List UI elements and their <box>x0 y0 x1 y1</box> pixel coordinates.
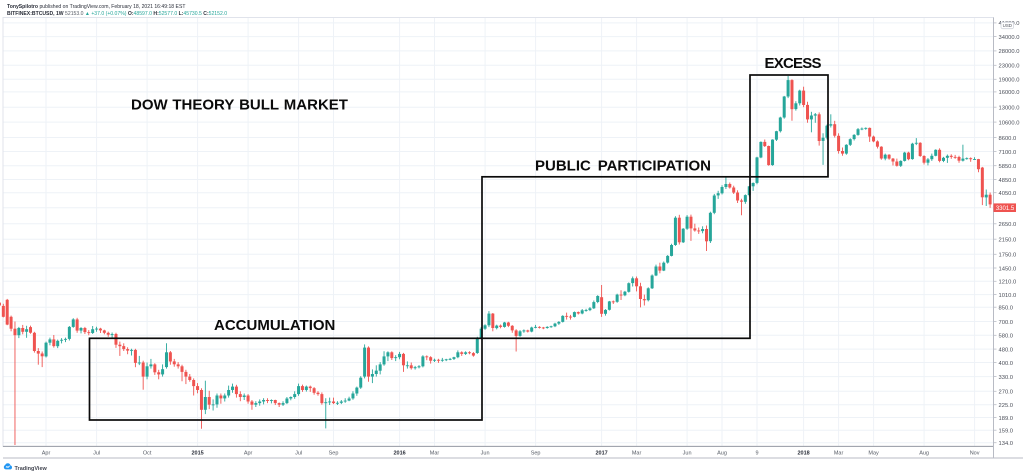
svg-text:BITFINEX:BTCUSD, 1W 52153.0 ▲: BITFINEX:BTCUSD, 1W 52153.0 ▲ +37.0 (+0.… <box>7 11 227 17</box>
svg-text:270.0: 270.0 <box>999 390 1014 396</box>
svg-text:BULL: BULL <box>239 97 279 114</box>
svg-text:480.0: 480.0 <box>999 347 1014 353</box>
svg-text:Mar: Mar <box>430 451 440 457</box>
svg-text:4850.0: 4850.0 <box>999 178 1017 184</box>
svg-text:TonySpilotro published on Trad: TonySpilotro published on TradingView.co… <box>7 4 185 10</box>
svg-text:580.0: 580.0 <box>999 334 1014 340</box>
svg-text:MARKET: MARKET <box>284 97 348 114</box>
svg-text:2017: 2017 <box>595 451 607 457</box>
svg-text:PARTICIPATION: PARTICIPATION <box>598 158 711 175</box>
svg-text:225.0: 225.0 <box>999 403 1014 409</box>
svg-text:PUBLIC: PUBLIC <box>535 158 591 175</box>
svg-text:5850.0: 5850.0 <box>999 164 1017 170</box>
svg-text:3301.5: 3301.5 <box>996 206 1015 212</box>
svg-text:2650.0: 2650.0 <box>999 222 1017 228</box>
svg-text:Sep: Sep <box>329 451 339 457</box>
svg-text:13000.0: 13000.0 <box>999 106 1020 112</box>
svg-text:159.0: 159.0 <box>999 429 1014 435</box>
svg-text:Apr: Apr <box>244 451 253 457</box>
svg-text:2016: 2016 <box>393 451 405 457</box>
svg-text:EXCESS: EXCESS <box>765 55 822 72</box>
svg-text:ACCUMULATION: ACCUMULATION <box>214 317 335 334</box>
svg-text:1210.0: 1210.0 <box>999 280 1017 286</box>
svg-text:Nov: Nov <box>970 451 980 457</box>
svg-text:2150.0: 2150.0 <box>999 238 1017 244</box>
svg-text:2015: 2015 <box>191 451 203 457</box>
svg-text:Sep: Sep <box>531 451 541 457</box>
svg-text:10600.0: 10600.0 <box>999 120 1020 126</box>
svg-text:Mar: Mar <box>632 451 642 457</box>
svg-text:Oct: Oct <box>143 451 152 457</box>
svg-text:19000.0: 19000.0 <box>999 78 1020 84</box>
svg-text:Apr: Apr <box>42 451 51 457</box>
svg-text:34000.0: 34000.0 <box>999 35 1020 41</box>
svg-text:7100.0: 7100.0 <box>999 150 1017 156</box>
svg-text:330.0: 330.0 <box>999 375 1014 381</box>
svg-text:700.0: 700.0 <box>999 320 1014 326</box>
svg-text:May: May <box>868 451 879 457</box>
svg-text:134.0: 134.0 <box>999 441 1014 447</box>
svg-text:28000.0: 28000.0 <box>999 49 1020 55</box>
svg-text:1010.0: 1010.0 <box>999 293 1017 299</box>
svg-text:Aug: Aug <box>919 451 929 457</box>
svg-text:Jun: Jun <box>481 451 490 457</box>
svg-text:2018: 2018 <box>797 451 809 457</box>
svg-text:16000.0: 16000.0 <box>999 90 1020 96</box>
svg-text:4050.0: 4050.0 <box>999 191 1017 197</box>
svg-text:Mar: Mar <box>834 451 844 457</box>
svg-text:DOW: DOW <box>131 97 169 114</box>
svg-text:1750.0: 1750.0 <box>999 253 1017 259</box>
svg-text:189.0: 189.0 <box>999 416 1014 422</box>
svg-text:850.0: 850.0 <box>999 306 1014 312</box>
svg-text:1450.0: 1450.0 <box>999 266 1017 272</box>
svg-text:8600.0: 8600.0 <box>999 136 1017 142</box>
svg-text:USD: USD <box>1003 23 1012 28</box>
svg-text:Jul: Jul <box>295 451 302 457</box>
svg-text:Aug: Aug <box>717 451 727 457</box>
svg-text:23000.0: 23000.0 <box>999 64 1020 70</box>
svg-text:9: 9 <box>755 451 758 457</box>
svg-text:TradingView: TradingView <box>15 466 48 472</box>
svg-text:400.0: 400.0 <box>999 361 1014 367</box>
svg-text:THEORY: THEORY <box>172 97 234 114</box>
svg-text:Jul: Jul <box>93 451 100 457</box>
svg-text:Jun: Jun <box>683 451 692 457</box>
